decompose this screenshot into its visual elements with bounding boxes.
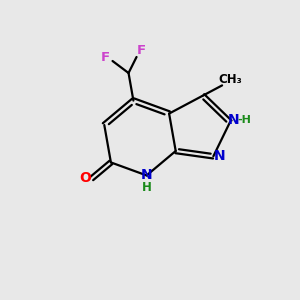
Text: N: N: [228, 113, 240, 127]
Text: O: O: [79, 172, 91, 185]
Text: N: N: [214, 149, 225, 163]
Text: -H: -H: [237, 115, 251, 125]
Text: N: N: [141, 168, 152, 182]
Text: F: F: [137, 44, 146, 56]
Text: F: F: [101, 50, 110, 64]
Text: H: H: [142, 181, 152, 194]
Text: CH₃: CH₃: [218, 73, 242, 86]
